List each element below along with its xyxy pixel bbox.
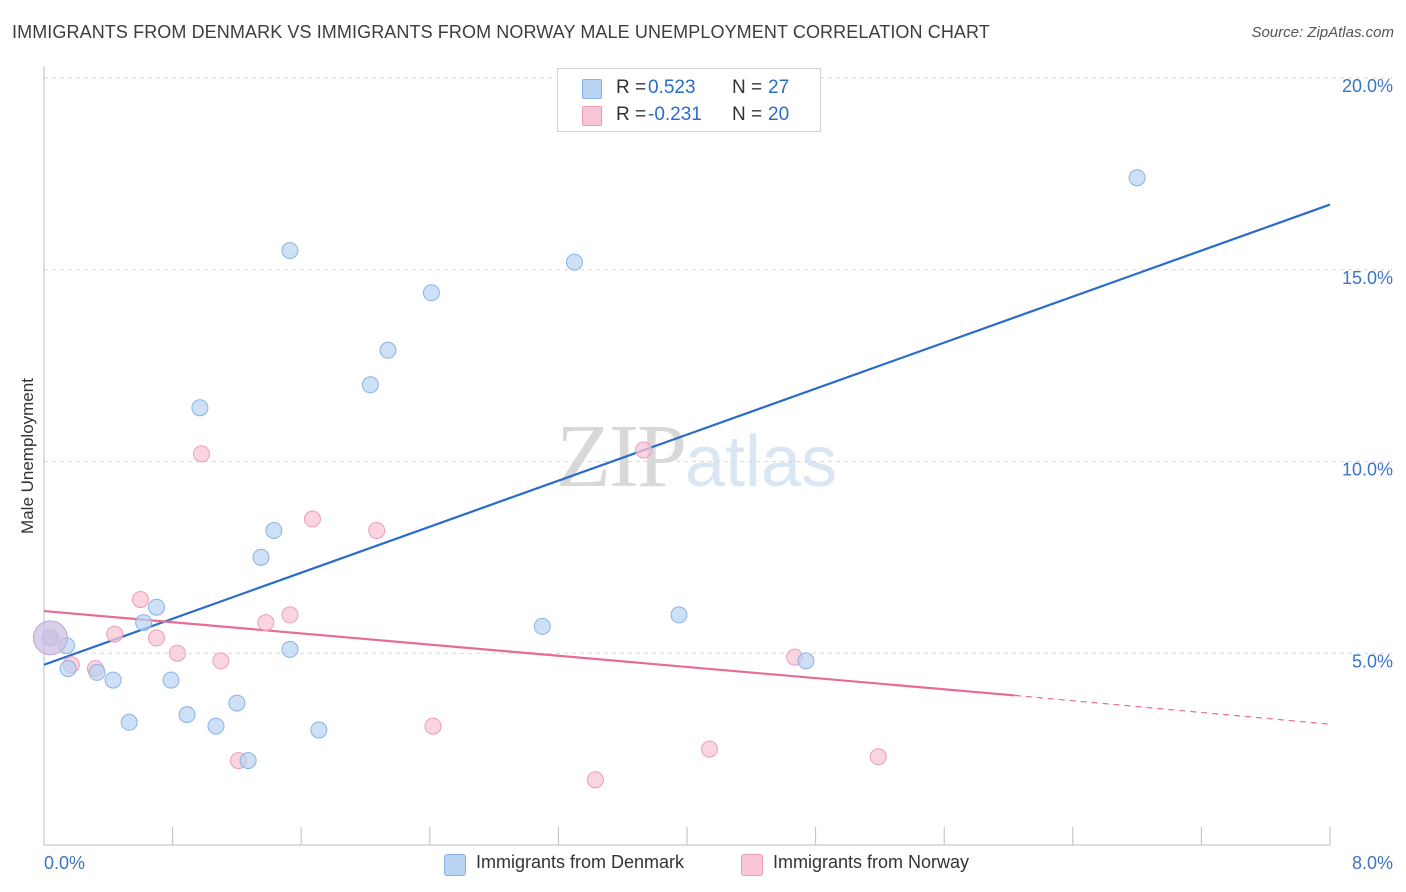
norway-point bbox=[701, 740, 719, 758]
data-points bbox=[32, 169, 1146, 789]
grid-lines bbox=[44, 77, 1392, 654]
denmark-point bbox=[422, 284, 440, 302]
denmark-legend-label: Immigrants from Denmark bbox=[476, 852, 685, 872]
norway-point bbox=[106, 625, 124, 643]
norway-point bbox=[168, 644, 186, 662]
denmark-point bbox=[59, 660, 77, 678]
denmark-point bbox=[88, 663, 106, 681]
norway-point bbox=[193, 445, 211, 463]
denmark-point bbox=[379, 341, 397, 359]
denmark-point bbox=[265, 522, 283, 540]
norway-point bbox=[257, 614, 275, 632]
y-tick-label: 20.0% bbox=[1342, 76, 1393, 96]
norway-point bbox=[303, 510, 321, 528]
norway-legend-label: Immigrants from Norway bbox=[773, 852, 970, 872]
norway-trend-extension bbox=[1014, 694, 1331, 725]
norway-point bbox=[586, 771, 604, 789]
denmark-point bbox=[797, 652, 815, 670]
denmark-point bbox=[120, 713, 138, 731]
norway-point bbox=[635, 441, 653, 459]
axes bbox=[43, 66, 1331, 846]
y-tick-label: 15.0% bbox=[1342, 268, 1393, 288]
source-credit: Source: ZipAtlas.com bbox=[1251, 24, 1394, 41]
denmark-point bbox=[228, 694, 246, 712]
denmark-legend-swatch bbox=[444, 854, 466, 876]
r-value-norway: -0.231 bbox=[648, 104, 702, 125]
norway-point bbox=[869, 748, 887, 766]
denmark-point bbox=[191, 399, 209, 417]
x-tick-label: 0.0% bbox=[44, 853, 85, 873]
cluster-point bbox=[32, 620, 68, 656]
denmark-point bbox=[148, 598, 166, 616]
r-value-denmark: 0.523 bbox=[648, 77, 696, 98]
denmark-point bbox=[281, 242, 299, 260]
x-tick-label: 8.0% bbox=[1352, 853, 1393, 873]
denmark-point bbox=[239, 752, 257, 770]
norway-swatch bbox=[582, 106, 602, 126]
tick-labels: 5.0% 10.0% 15.0% 20.0% 0.0% 8.0% bbox=[44, 76, 1393, 873]
denmark-point bbox=[533, 617, 551, 635]
denmark-point bbox=[670, 606, 688, 624]
n-label: N = bbox=[732, 77, 763, 98]
denmark-point bbox=[565, 253, 583, 271]
norway-point bbox=[148, 629, 166, 647]
denmark-point bbox=[310, 721, 328, 739]
denmark-trend-line bbox=[43, 203, 1331, 666]
y-tick-label: 5.0% bbox=[1352, 651, 1393, 671]
denmark-point bbox=[162, 671, 180, 689]
denmark-point bbox=[135, 614, 153, 632]
n-value-norway: 20 bbox=[768, 104, 790, 125]
denmark-point bbox=[252, 548, 270, 566]
n-label: N = bbox=[732, 104, 763, 125]
denmark-point bbox=[104, 671, 122, 689]
norway-point bbox=[281, 606, 299, 624]
denmark-point bbox=[281, 640, 299, 658]
norway-point bbox=[424, 717, 442, 735]
norway-point bbox=[131, 591, 149, 609]
trend-lines bbox=[43, 203, 1331, 725]
norway-point bbox=[212, 652, 230, 670]
norway-legend-swatch bbox=[741, 854, 763, 876]
norway-trend-line bbox=[43, 609, 1016, 697]
correlation-legend: R = 0.523 N = 27 R = -0.231 N = 20 bbox=[557, 68, 821, 132]
n-value-denmark: 27 bbox=[768, 77, 790, 98]
r-label: R = bbox=[616, 77, 647, 98]
denmark-point bbox=[361, 376, 379, 394]
norway-point bbox=[368, 522, 386, 540]
denmark-swatch bbox=[582, 79, 602, 99]
y-tick-label: 10.0% bbox=[1342, 460, 1393, 480]
denmark-point bbox=[178, 706, 196, 724]
denmark-point bbox=[1128, 169, 1146, 187]
r-label: R = bbox=[616, 104, 647, 125]
chart-title: IMMIGRANTS FROM DENMARK VS IMMIGRANTS FR… bbox=[12, 22, 990, 42]
denmark-point bbox=[207, 717, 225, 735]
